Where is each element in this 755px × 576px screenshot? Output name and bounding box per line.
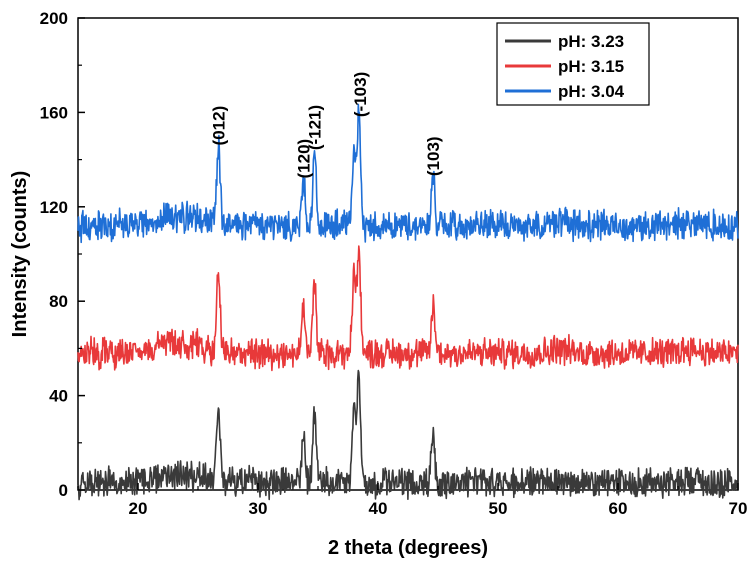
y-tick-label: 120	[40, 198, 68, 217]
legend-label-3: pH: 3.04	[558, 82, 625, 101]
peak-label: (120)	[295, 139, 314, 179]
y-tick-label: 200	[40, 9, 68, 28]
x-axis-title: 2 theta (degrees)	[328, 537, 488, 559]
legend: pH: 3.23 pH: 3.15 pH: 3.04	[496, 22, 650, 106]
legend-label-1: pH: 3.23	[558, 32, 624, 51]
legend-items: pH: 3.23 pH: 3.15 pH: 3.04	[505, 32, 625, 101]
y-tick-label: 40	[49, 387, 68, 406]
y-tick-label: 80	[49, 292, 68, 311]
axes-layer: 20 30 40 50 60 70 0 40 80 120 160 200	[40, 9, 748, 518]
x-tick-label: 30	[249, 499, 268, 518]
peak-label: (012)	[209, 106, 228, 146]
y-tick-label: 160	[40, 103, 68, 122]
legend-label-2: pH: 3.15	[558, 57, 624, 76]
peak-label: (103)	[424, 136, 443, 176]
x-tick-label: 40	[369, 499, 388, 518]
y-axis-title: Intensity (counts)	[9, 171, 31, 338]
series-line-3	[77, 103, 739, 244]
x-tick-label: 50	[489, 499, 508, 518]
y-tick-label: 0	[59, 481, 68, 500]
peak-label: (-121)	[305, 105, 324, 150]
annotation-layer: (012) (120)(-121) (-103) (103)	[209, 72, 443, 179]
series-line-1	[77, 369, 739, 501]
series-layer	[77, 103, 739, 501]
peak-label: (-103)	[351, 72, 370, 117]
x-tick-label: 60	[609, 499, 628, 518]
x-tick-label: 70	[729, 499, 748, 518]
series-line-2	[77, 245, 739, 372]
x-tick-label: 20	[129, 499, 148, 518]
